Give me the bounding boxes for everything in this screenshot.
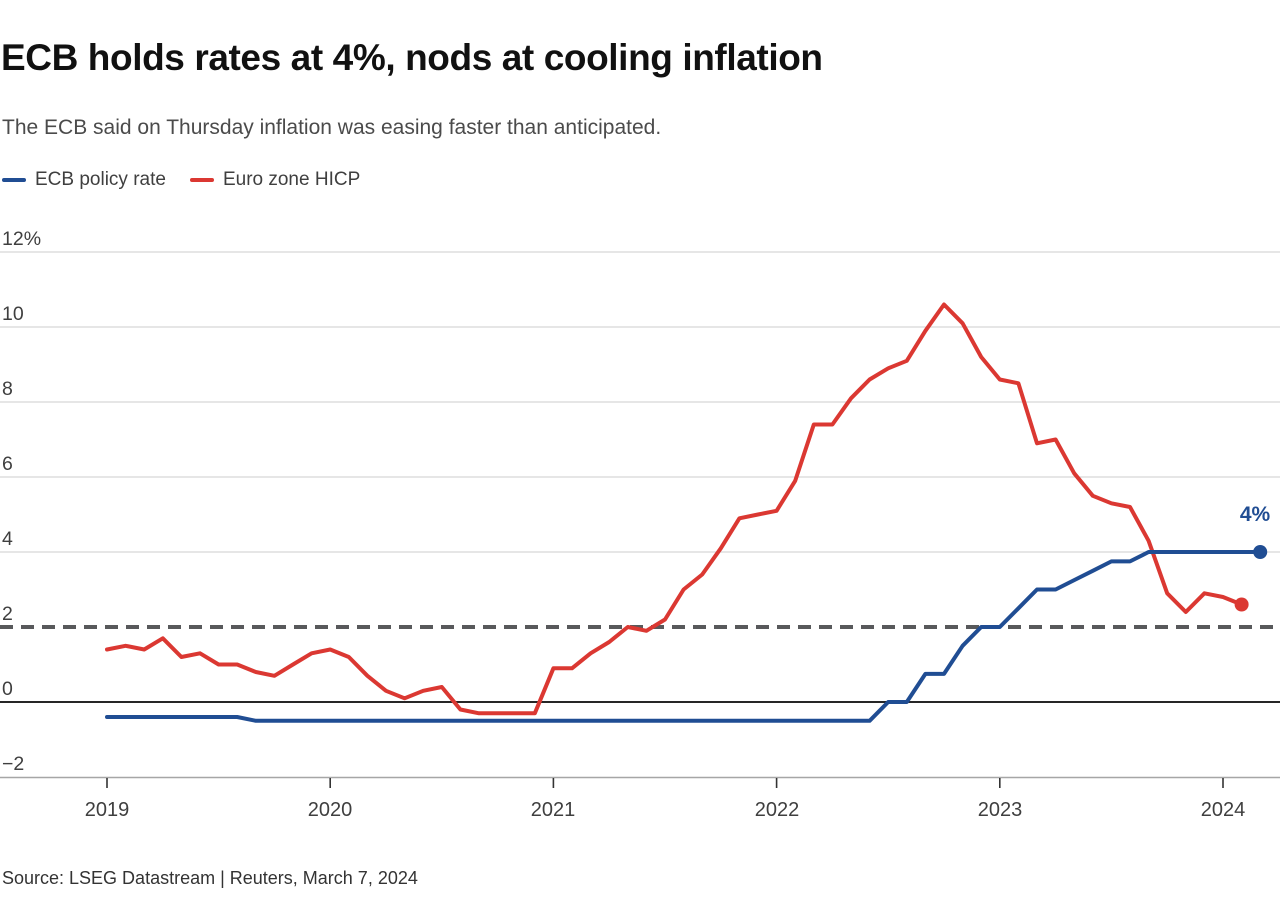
x-axis-label-2019: 2019 [84,799,130,821]
x-axis-label-2022: 2022 [754,799,800,821]
hicp-swatch-icon [189,177,214,183]
legend-item-policy-rate: ECB policy rate [2,169,166,191]
source-line: Source: LSEG Datastream | Reuters, March… [2,868,418,888]
legend: ECB policy rate Euro zone HICP [2,169,360,191]
y-axis-label-0: 0 [2,678,13,700]
x-axis-label-2021: 2021 [530,799,576,821]
y-axis-label-10: 10 [2,303,24,325]
hicp-line [105,302,1244,716]
x-axis-label-2020: 2020 [307,799,353,821]
page-title: ECB holds rates at 4%, nods at cooling i… [1,36,823,78]
policy-rate-swatch-icon [2,177,26,183]
y-axis-label-neg2: −2 [2,753,25,775]
legend-label-hicp: Euro zone HICP [222,169,361,190]
policy-rate-end-annotation: 4% [1239,503,1271,526]
legend-label-policy-rate: ECB policy rate [35,169,166,190]
y-axis-label-12: 12% [2,228,42,250]
policy-rate-line [105,550,1263,723]
y-axis-label-6: 6 [2,453,13,475]
hicp-end-dot [1234,597,1249,612]
y-axis-label-8: 8 [2,378,13,400]
x-axis-label-2023: 2023 [977,799,1023,821]
y-axis-label-2: 2 [2,603,13,625]
y-axis-label-4: 4 [2,528,13,550]
x-axis-label-2024: 2024 [1200,799,1246,821]
legend-item-hicp: Euro zone HICP [189,169,361,191]
page-subtitle: The ECB said on Thursday inflation was e… [2,116,662,139]
policy-rate-end-dot [1253,545,1268,559]
